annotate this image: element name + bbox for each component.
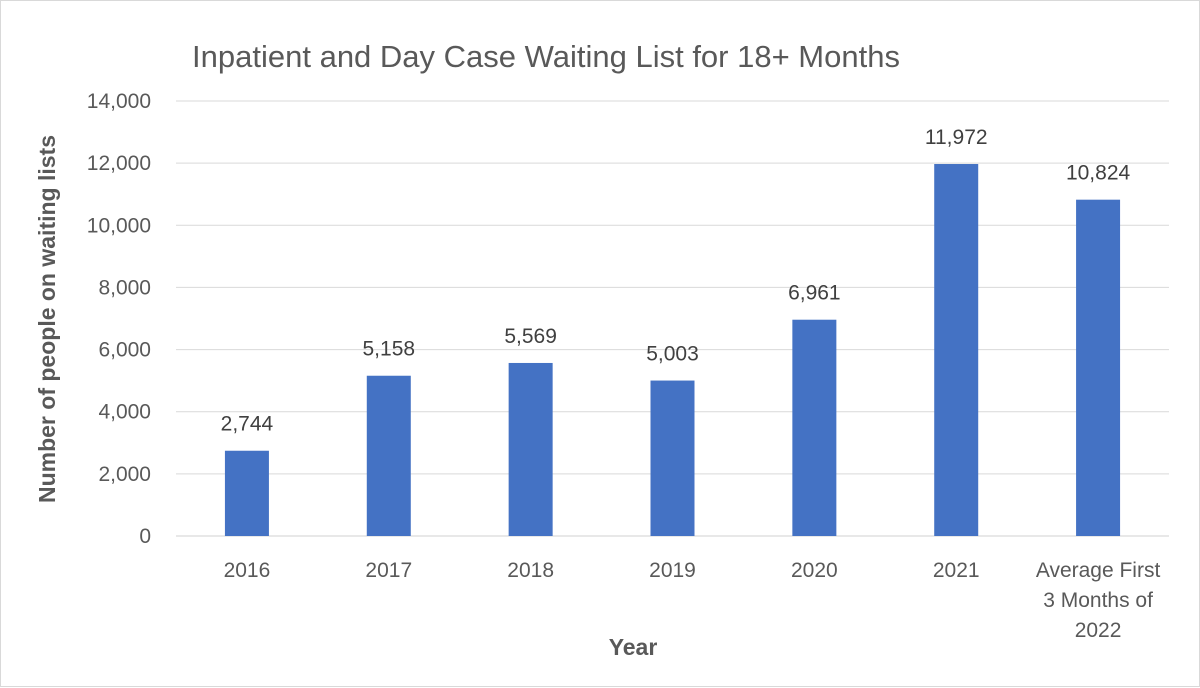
x-category-label: 2019	[649, 559, 696, 582]
x-category-label: 2020	[791, 559, 838, 582]
y-tick-label: 8,000	[98, 276, 151, 299]
x-category-label: 2016	[224, 559, 271, 582]
bars	[224, 164, 1121, 536]
data-label: 5,003	[646, 343, 699, 366]
y-tick-label: 10,000	[87, 214, 151, 237]
x-axis-categories: 2016 2017 2018 2019 2020 2021 Average First 3 M…	[224, 559, 1161, 642]
bar	[934, 164, 979, 536]
bar	[650, 380, 695, 536]
y-tick-label: 2,000	[98, 463, 151, 486]
y-tick-label: 6,000	[98, 339, 151, 362]
x-category-label: Average First	[1036, 559, 1161, 582]
x-category-label: 3 Months of	[1043, 589, 1153, 612]
y-axis-ticks: 0 2,000 4,000 6,000 8,000 10,000 12,000 14,000	[87, 90, 151, 548]
data-labels: 2,744 5,158 5,569 5,003 6,961 11,972 10,824	[221, 126, 1131, 436]
x-category-label: 2022	[1075, 619, 1122, 642]
data-label: 6,961	[788, 282, 841, 305]
chart-title: Inpatient and Day Case Waiting List for …	[192, 39, 900, 74]
x-axis-title: Year	[609, 634, 658, 660]
data-label: 5,569	[504, 325, 557, 348]
bar	[508, 362, 553, 536]
y-axis-title: Number of people on waiting lists	[34, 135, 60, 503]
bar	[792, 319, 837, 536]
data-label: 11,972	[925, 126, 988, 149]
gridlines	[176, 100, 1169, 537]
x-category-label: 2021	[933, 559, 980, 582]
y-tick-label: 12,000	[87, 152, 151, 175]
data-label: 2,744	[221, 413, 274, 436]
x-category-label: 2018	[507, 559, 554, 582]
y-tick-label: 0	[139, 525, 151, 548]
y-tick-label: 14,000	[87, 90, 151, 113]
bar	[224, 450, 269, 536]
y-tick-label: 4,000	[98, 401, 151, 424]
bar	[1076, 199, 1121, 536]
data-label: 10,824	[1066, 162, 1131, 185]
bar	[366, 375, 411, 536]
x-category-label: 2017	[365, 559, 412, 582]
data-label: 5,158	[363, 338, 416, 361]
